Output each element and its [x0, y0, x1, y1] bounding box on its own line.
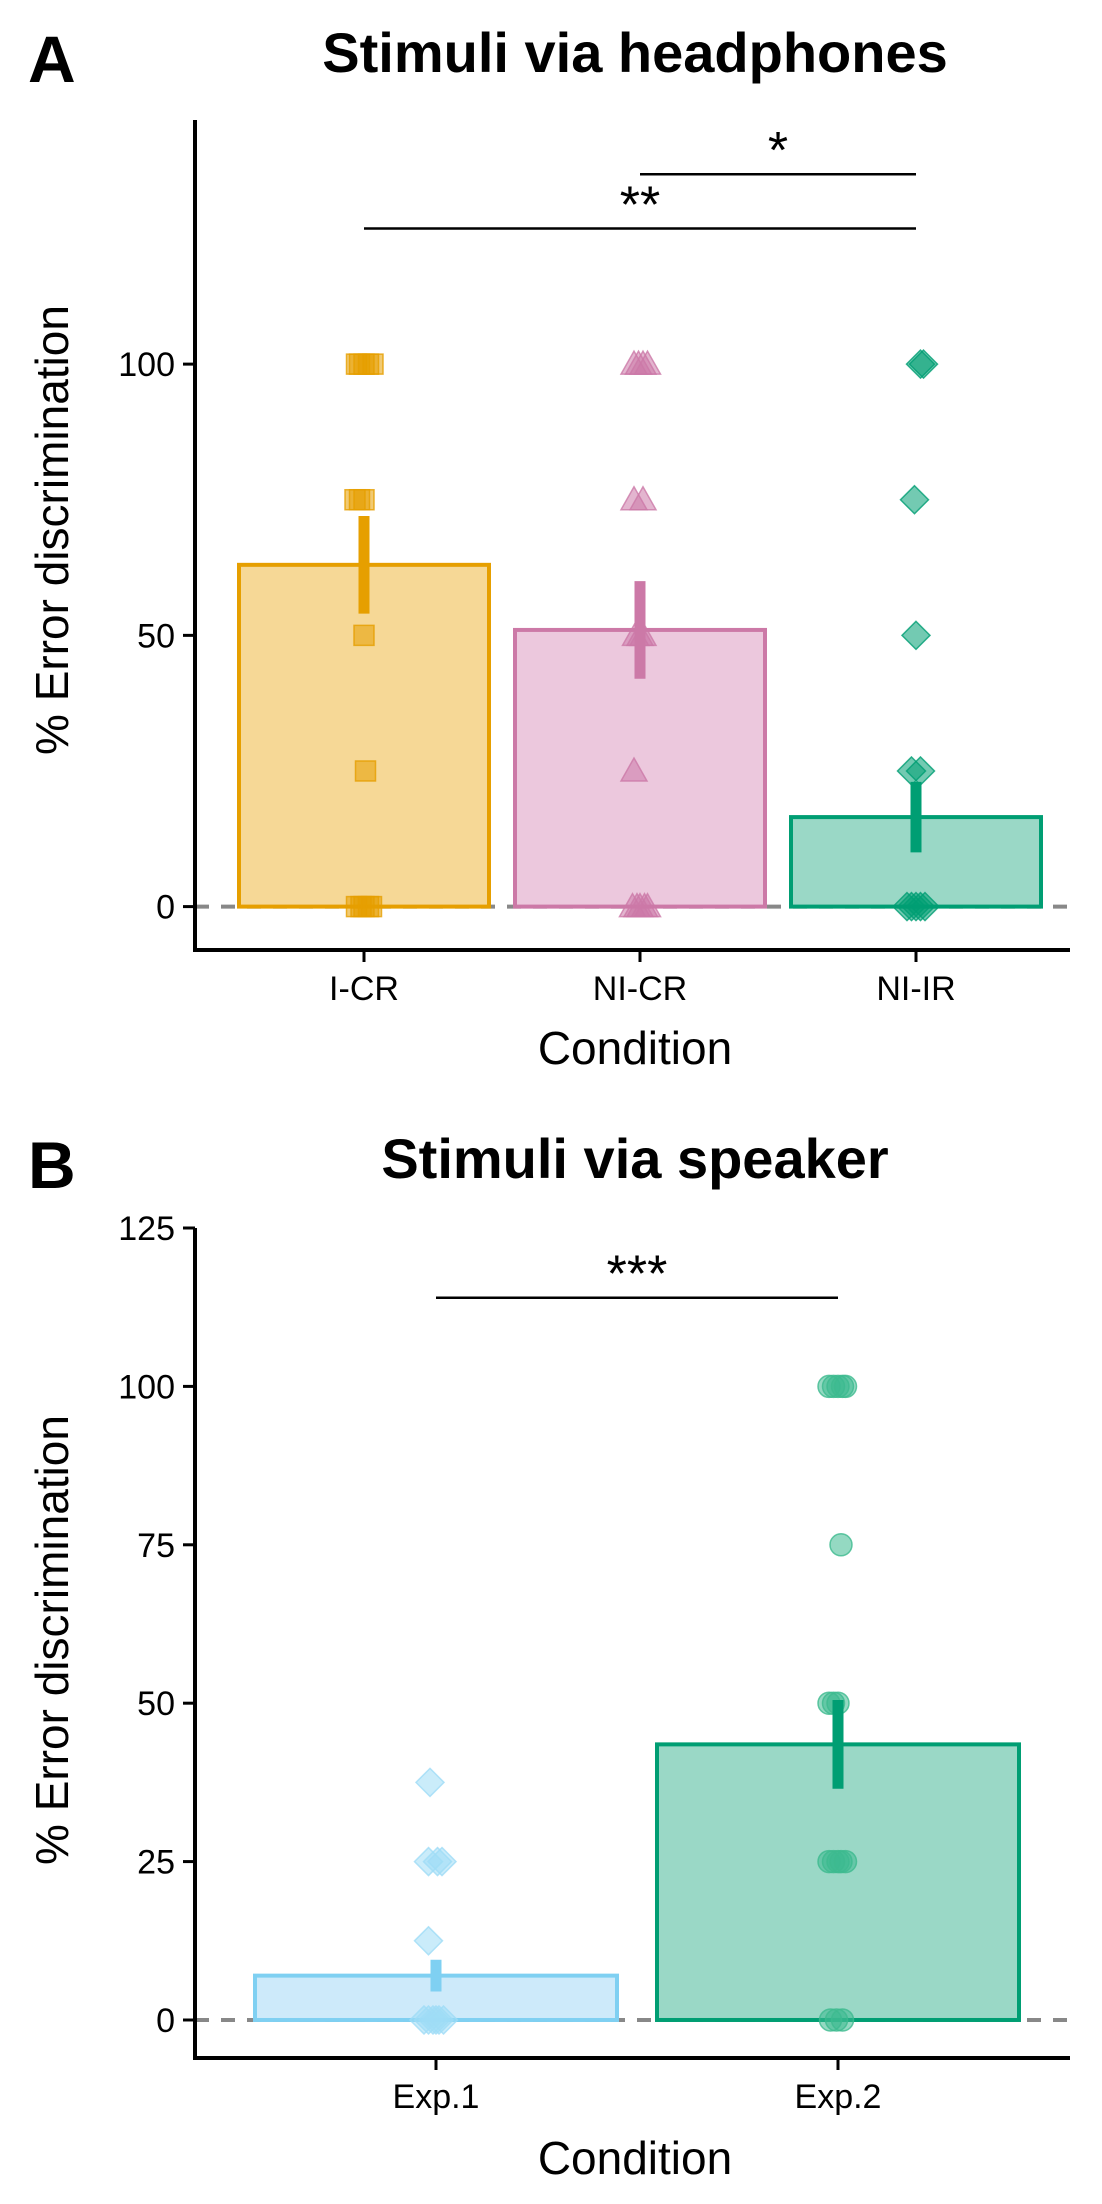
panel-b-x-tick-label: Exp.2 — [795, 2078, 882, 2116]
panel-b-y-tick-label: 125 — [118, 1210, 175, 1248]
panel-a-significance-label: ** — [620, 176, 660, 234]
panel-b-point-exp.1 — [414, 1767, 446, 1798]
panel-a-y-tick-label: 50 — [137, 617, 175, 655]
panel-a-point-i-cr — [353, 488, 375, 511]
panel-a-x-tick-label: NI-IR — [876, 970, 955, 1008]
panel-b-y-tick-label: 0 — [156, 2002, 175, 2040]
panel-b-y-tick-label: 50 — [137, 1685, 175, 1723]
panel-a-y-tick-label: 0 — [156, 889, 175, 927]
panel-a-x-axis-label: Condition — [538, 1022, 732, 1074]
panel-b-x-tick-label: Exp.1 — [393, 2078, 480, 2116]
panel-b-y-axis-label: % Error discrimination — [26, 1415, 78, 1865]
panel-b-y-tick-label: 25 — [137, 1844, 175, 1882]
panel-b-point-exp.2 — [829, 1533, 853, 1557]
panel-a-point-ni-cr — [633, 349, 662, 375]
panel-b-point-exp.1 — [428, 2004, 459, 2036]
panel-a-point-i-cr — [354, 760, 377, 782]
panel-a-x-tick-label: I-CR — [329, 970, 399, 1008]
panel-b-bar-exp.2 — [655, 1742, 1021, 2022]
panel-a-point-i-cr — [360, 895, 383, 918]
panel-b-point-exp.1 — [413, 1925, 444, 1956]
panel-a-point-ni-cr — [619, 756, 649, 782]
panel-b-significance-label: *** — [607, 1246, 668, 1304]
panel-a-point-ni-ir — [900, 620, 932, 651]
panel-a-bar-i-cr — [237, 562, 491, 909]
panel-a-point-ni-cr — [633, 892, 662, 918]
panel-a-point-ni-ir — [899, 484, 930, 515]
panel-a-point-i-cr — [353, 624, 375, 647]
panel-a-point-ni-cr — [628, 485, 658, 511]
panel-a-x-tick-label: NI-CR — [593, 970, 687, 1008]
panel-b-plot: 0 25 50 75 100 125 Exp.1 Exp.2 *** — [118, 1210, 1070, 2116]
panel-a-title: Stimuli via headphones — [322, 21, 947, 84]
panel-b-point-exp.2 — [830, 2008, 855, 2032]
panel-b-point-exp.1 — [426, 1846, 458, 1877]
panel-a-significance-label: * — [768, 122, 788, 180]
panel-a-point-i-cr — [362, 353, 384, 375]
panel-a-point-ni-ir — [909, 891, 941, 922]
panel-a-point-ni-ir — [908, 349, 939, 380]
panel-b-letter: B — [28, 1128, 76, 1202]
panel-b-title: Stimuli via speaker — [381, 1127, 888, 1190]
panel-a-y-tick-label: 100 — [118, 346, 175, 384]
panel-b-y-tick-label: 100 — [118, 1368, 175, 1406]
panel-b-y-tick-label: 75 — [137, 1527, 175, 1565]
panel-a-letter: A — [28, 22, 76, 96]
panel-b-x-axis-label: Condition — [538, 2132, 732, 2184]
panel-a-y-axis-label: % Error discrimination — [26, 305, 78, 755]
panel-b-point-exp.2 — [833, 1374, 858, 1399]
panel-b-point-exp.2 — [833, 1849, 858, 1874]
